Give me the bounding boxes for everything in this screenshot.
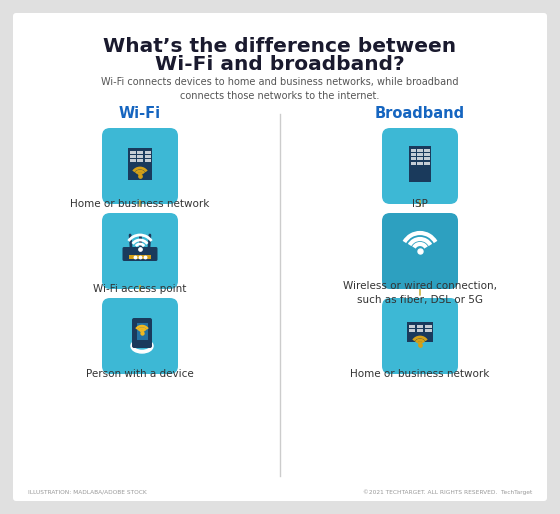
Text: Wi-Fi connects devices to home and business networks, while broadband
connects t: Wi-Fi connects devices to home and busin…: [101, 77, 459, 101]
FancyBboxPatch shape: [417, 157, 423, 160]
FancyBboxPatch shape: [424, 157, 430, 160]
Text: ISP: ISP: [412, 199, 428, 209]
FancyBboxPatch shape: [137, 155, 143, 158]
FancyBboxPatch shape: [144, 155, 151, 158]
FancyBboxPatch shape: [425, 329, 432, 332]
FancyBboxPatch shape: [410, 157, 416, 160]
FancyBboxPatch shape: [132, 318, 152, 348]
FancyBboxPatch shape: [13, 13, 547, 501]
FancyBboxPatch shape: [410, 153, 416, 156]
FancyBboxPatch shape: [424, 161, 430, 164]
FancyBboxPatch shape: [128, 148, 152, 180]
FancyBboxPatch shape: [382, 213, 458, 289]
Text: Home or business network: Home or business network: [351, 369, 489, 379]
Text: Wi-Fi and broadband?: Wi-Fi and broadband?: [155, 56, 405, 75]
FancyBboxPatch shape: [129, 155, 136, 158]
FancyBboxPatch shape: [408, 329, 415, 332]
FancyBboxPatch shape: [417, 329, 423, 332]
FancyBboxPatch shape: [408, 325, 415, 328]
Text: Broadband: Broadband: [375, 106, 465, 121]
FancyBboxPatch shape: [417, 149, 423, 152]
FancyBboxPatch shape: [144, 159, 151, 162]
FancyBboxPatch shape: [417, 325, 423, 328]
FancyBboxPatch shape: [102, 298, 178, 374]
FancyBboxPatch shape: [407, 322, 433, 342]
FancyBboxPatch shape: [417, 153, 423, 156]
FancyBboxPatch shape: [424, 149, 430, 152]
Text: Wi-Fi: Wi-Fi: [119, 106, 161, 121]
FancyBboxPatch shape: [144, 151, 151, 154]
FancyBboxPatch shape: [382, 128, 458, 204]
Ellipse shape: [131, 339, 153, 353]
Ellipse shape: [133, 339, 151, 349]
Text: Wi-Fi access point: Wi-Fi access point: [94, 284, 186, 294]
FancyBboxPatch shape: [129, 151, 136, 154]
FancyBboxPatch shape: [129, 254, 151, 259]
FancyBboxPatch shape: [129, 159, 136, 162]
Text: ILLUSTRATION: MADLABA/ADOBE STOCK: ILLUSTRATION: MADLABA/ADOBE STOCK: [28, 489, 147, 494]
FancyBboxPatch shape: [410, 161, 416, 164]
FancyBboxPatch shape: [410, 149, 416, 152]
FancyBboxPatch shape: [137, 322, 147, 340]
FancyBboxPatch shape: [409, 146, 431, 182]
Text: ©2021 TECHTARGET. ALL RIGHTS RESERVED.  TechTarget: ©2021 TECHTARGET. ALL RIGHTS RESERVED. T…: [363, 489, 532, 495]
Text: Wireless or wired connection,
such as fiber, DSL or 5G: Wireless or wired connection, such as fi…: [343, 281, 497, 305]
Text: Person with a device: Person with a device: [86, 369, 194, 379]
Text: What’s the difference between: What’s the difference between: [104, 36, 456, 56]
FancyBboxPatch shape: [424, 153, 430, 156]
FancyBboxPatch shape: [417, 161, 423, 164]
FancyBboxPatch shape: [382, 298, 458, 374]
FancyBboxPatch shape: [102, 213, 178, 289]
FancyBboxPatch shape: [102, 128, 178, 204]
FancyBboxPatch shape: [137, 159, 143, 162]
FancyBboxPatch shape: [123, 247, 157, 261]
Text: Home or business network: Home or business network: [71, 199, 209, 209]
FancyBboxPatch shape: [425, 325, 432, 328]
FancyBboxPatch shape: [137, 151, 143, 154]
